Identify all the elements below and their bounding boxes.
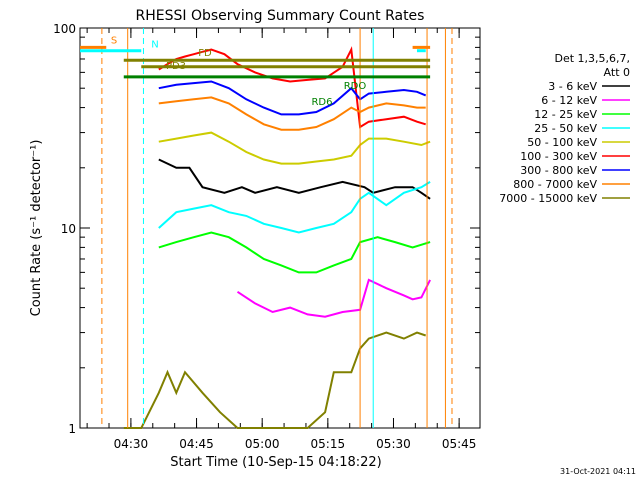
legend-entry-label: 50 - 100 keV [527, 136, 597, 149]
series-line-8 [124, 333, 426, 428]
x-tick-label: 05:45 [442, 437, 477, 451]
y-tick-label: 100 [53, 22, 76, 36]
x-tick-label: 04:30 [114, 437, 149, 451]
chart: RHESSI Observing Summary Count Rates 1 10… [0, 0, 640, 480]
y-axis: 1 10 100 [53, 22, 480, 436]
flag-label-n: N [151, 40, 158, 51]
timestamp: 31-Oct-2021 04:11 [560, 467, 636, 476]
flag-label-rdo: RDO [344, 81, 367, 92]
series-layer [124, 50, 430, 428]
flag-label-fd: FD [198, 48, 212, 59]
legend-entry-label: 3 - 6 keV [548, 80, 597, 93]
legend-entry-label: 12 - 25 keV [534, 108, 597, 121]
x-tick-label: 05:15 [311, 437, 346, 451]
vertical-markers [102, 28, 452, 428]
chart-title: RHESSI Observing Summary Count Rates [136, 8, 425, 24]
x-tick-label: 04:45 [179, 437, 214, 451]
series-line-2 [159, 233, 430, 273]
flag-label-s: S [111, 35, 117, 46]
legend-header-line1: Det 1,3,5,6,7, [554, 52, 630, 65]
x-tick-label: 05:30 [376, 437, 411, 451]
legend-entry-label: 7000 - 15000 keV [499, 192, 597, 205]
series-line-4 [159, 133, 430, 164]
legend-entry-label: 25 - 50 keV [534, 122, 597, 135]
legend-entry-label: 800 - 7000 keV [513, 178, 597, 191]
y-tick-label: 1 [68, 422, 76, 436]
legend-header-line2: Att 0 [604, 66, 630, 79]
chart-canvas: RHESSI Observing Summary Count Rates 1 10… [0, 0, 640, 480]
y-tick-label: 10 [61, 222, 76, 236]
legend-entry-label: 300 - 800 keV [520, 164, 597, 177]
series-line-0 [159, 160, 430, 199]
flag-label-pd3: PD3 [166, 61, 186, 72]
y-axis-label: Count Rate (s⁻¹ detector⁻¹) [29, 140, 44, 317]
legend-entry-label: 6 - 12 keV [541, 94, 597, 107]
legend-entry-label: 100 - 300 keV [520, 150, 597, 163]
x-axis-label: Start Time (10-Sep-15 04:18:22) [170, 455, 381, 470]
flag-label-rd6: RD6 [311, 97, 332, 108]
series-line-1 [238, 280, 431, 317]
x-tick-label: 05:00 [245, 437, 280, 451]
